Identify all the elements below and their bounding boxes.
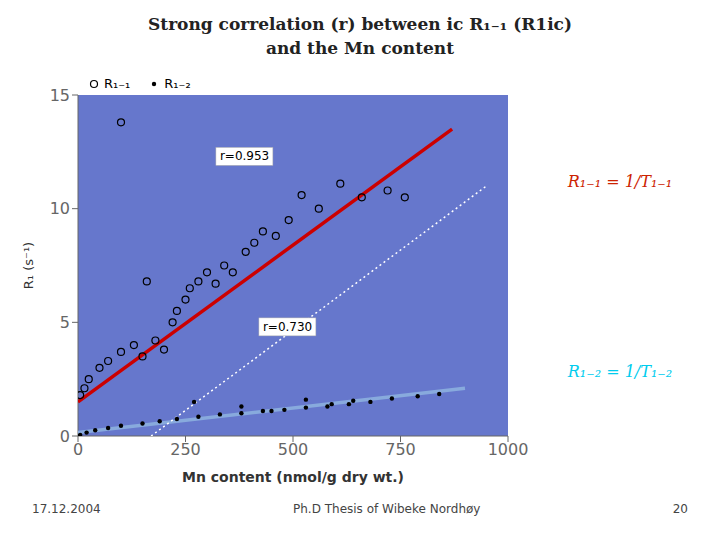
svg-text:R₁ (s⁻¹): R₁ (s⁻¹) <box>21 242 36 289</box>
html-text:17.12.2004: 17.12.2004 <box>32 502 101 516</box>
svg-text:r=0.730: r=0.730 <box>263 320 312 334</box>
svg-text:250: 250 <box>170 440 201 459</box>
html-text:R₁₋₂ = 1/T₁₋₂: R₁₋₂ = 1/T₁₋₂ <box>567 361 673 381</box>
svg-text:Mn content (nmol/g dry wt.): Mn content (nmol/g dry wt.) <box>182 469 404 485</box>
svg-text:0: 0 <box>73 440 83 459</box>
html-text:R₁₋₂: R₁₋₂ <box>164 76 191 91</box>
html-text:Strong correlation (r) between: Strong correlation (r) between ic R₁₋₁ (… <box>148 14 572 34</box>
svg-text:500: 500 <box>278 440 309 459</box>
svg-text:r=0.953: r=0.953 <box>220 149 269 163</box>
svg-text:0: 0 <box>60 427 70 446</box>
html-text:R₁₋₁ = 1/T₁₋₁: R₁₋₁ = 1/T₁₋₁ <box>567 171 673 191</box>
html-text:R₁₋₁: R₁₋₁ <box>104 76 131 91</box>
html-text:Ph.D Thesis of Wibeke Nordhøy: Ph.D Thesis of Wibeke Nordhøy <box>293 502 481 516</box>
html-text:20: 20 <box>672 502 688 516</box>
html-text:and the Mn content: and the Mn content <box>265 38 455 58</box>
svg-text:15: 15 <box>50 86 70 105</box>
svg-text:5: 5 <box>60 313 70 332</box>
svg-text:750: 750 <box>385 440 416 459</box>
svg-text:10: 10 <box>50 199 70 218</box>
svg-text:1000: 1000 <box>488 440 528 459</box>
